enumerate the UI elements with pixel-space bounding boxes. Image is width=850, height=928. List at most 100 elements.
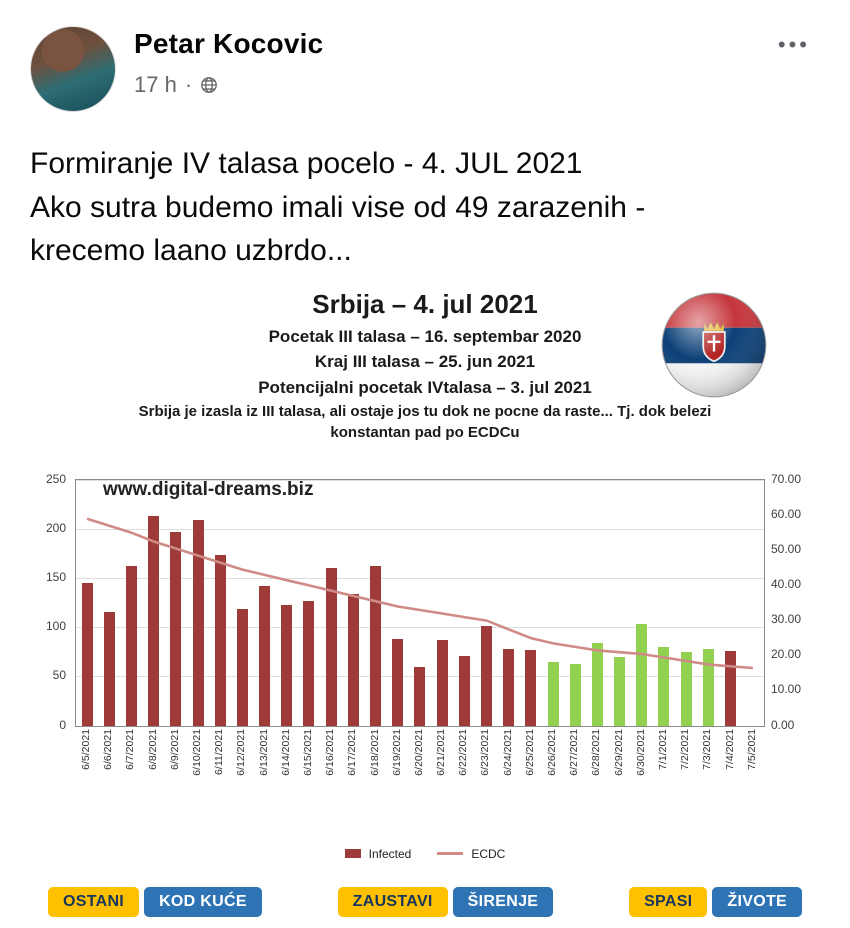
- x-tick-label: 6/15/2021: [301, 728, 314, 776]
- y-tick-right: 50.00: [771, 541, 802, 556]
- x-tick-label: 6/21/2021: [435, 728, 448, 776]
- bar-column: [187, 480, 209, 726]
- x-tick: 6/14/2021: [275, 729, 297, 809]
- x-tick: 6/8/2021: [142, 729, 164, 809]
- x-tick: 6/26/2021: [541, 729, 563, 809]
- bar-column: [675, 480, 697, 726]
- bar: [236, 609, 248, 726]
- y-tick-left: 100: [45, 619, 66, 634]
- bar-column: [409, 480, 431, 726]
- x-tick: 6/28/2021: [585, 729, 607, 809]
- bar: [436, 639, 448, 726]
- chart-header: Srbija – 4. jul 2021 Pocetak III talasa …: [0, 289, 850, 444]
- x-tick-label: 6/17/2021: [346, 728, 359, 776]
- timestamp[interactable]: 17 h: [134, 72, 177, 97]
- bar: [614, 656, 626, 726]
- bars: [76, 480, 764, 726]
- x-tick: 6/9/2021: [164, 729, 186, 809]
- bar-column: [387, 480, 409, 726]
- chart-subtitle: Pocetak III talasa – 16. septembar 2020 …: [258, 326, 592, 397]
- slogan-zivote: ŽIVOTE: [712, 886, 802, 917]
- x-tick: 7/3/2021: [696, 729, 718, 809]
- bar: [591, 642, 603, 726]
- bar-column: [453, 480, 475, 726]
- bar-column: [76, 480, 98, 726]
- chart-title: Srbija – 4. jul 2021: [312, 288, 538, 319]
- slogan-ostani: OSTANI: [48, 886, 140, 917]
- x-tick-label: 6/24/2021: [501, 728, 514, 776]
- avatar[interactable]: [30, 26, 116, 112]
- bar: [103, 612, 115, 726]
- x-tick-label: 6/11/2021: [213, 728, 226, 775]
- post-text-line: krecemo laano uzbrdo...: [30, 234, 352, 267]
- slogan-buttons: OSTANI KOD KUĆE ZAUSTAVI ŠIRENJE SPASI Ž…: [0, 886, 850, 917]
- bar: [458, 655, 470, 726]
- serbia-flag-icon: [660, 291, 768, 399]
- bar-column: [276, 480, 298, 726]
- x-tick-label: 6/6/2021: [102, 728, 115, 770]
- post-image[interactable]: Srbija – 4. jul 2021 Pocetak III talasa …: [0, 289, 850, 881]
- bar-column: [298, 480, 320, 726]
- slogan-spasi: SPASI: [629, 886, 708, 917]
- bar: [281, 604, 293, 726]
- slogan-group-ostani: OSTANI KOD KUĆE: [48, 886, 262, 917]
- x-tick-label: 6/30/2021: [634, 728, 647, 776]
- bar-column: [431, 480, 453, 726]
- bar-column: [254, 480, 276, 726]
- x-tick: 6/29/2021: [608, 729, 630, 809]
- x-tick: 7/5/2021: [741, 729, 763, 809]
- x-tick: 6/12/2021: [230, 729, 252, 809]
- bar-column: [209, 480, 231, 726]
- plot-area: [75, 478, 765, 727]
- author-name[interactable]: Petar Kocovic: [134, 28, 324, 59]
- y-tick-right: 30.00: [771, 612, 802, 627]
- x-tick: 6/27/2021: [563, 729, 585, 809]
- bar: [547, 661, 559, 726]
- bar-column: [564, 480, 586, 726]
- y-tick-right: 40.00: [771, 576, 802, 591]
- slogan-group-spasi: SPASI ŽIVOTE: [629, 886, 802, 917]
- post-header: Petar Kocovic 17 h · •••: [0, 0, 850, 112]
- x-tick-label: 6/26/2021: [546, 728, 559, 776]
- x-tick: 6/11/2021: [208, 729, 230, 809]
- bar-column: [742, 480, 764, 726]
- x-tick-label: 6/22/2021: [457, 728, 470, 776]
- bar-column: [697, 480, 719, 726]
- x-tick: 6/10/2021: [186, 729, 208, 809]
- slogan-kod-kuce: KOD KUĆE: [144, 886, 262, 917]
- bar: [658, 646, 670, 726]
- x-tick: 6/19/2021: [386, 729, 408, 809]
- slogan-sirenje: ŠIRENJE: [452, 886, 554, 917]
- bar-column: [342, 480, 364, 726]
- bar: [569, 663, 581, 726]
- y-tick-right: 20.00: [771, 647, 802, 662]
- y-tick-right: 10.00: [771, 682, 802, 697]
- y-tick-right: 0.00: [771, 717, 795, 732]
- x-tick-label: 6/5/2021: [80, 728, 93, 770]
- x-tick: 6/22/2021: [452, 729, 474, 809]
- watermark: www.digital-dreams.biz: [103, 478, 314, 500]
- x-tick-label: 6/20/2021: [412, 728, 425, 776]
- bar-column: [609, 480, 631, 726]
- x-tick-label: 7/5/2021: [745, 728, 758, 770]
- bar: [370, 566, 382, 726]
- bar-column: [231, 480, 253, 726]
- post-menu-button[interactable]: •••: [777, 32, 810, 57]
- slogan-zaustavi: ZAUSTAVI: [337, 886, 448, 917]
- bar: [725, 650, 737, 726]
- x-tick: 7/2/2021: [674, 729, 696, 809]
- x-tick-label: 6/27/2021: [568, 728, 581, 776]
- x-tick-label: 6/7/2021: [124, 728, 137, 770]
- x-tick-label: 7/2/2021: [679, 728, 692, 770]
- bar-column: [320, 480, 342, 726]
- bar: [503, 648, 515, 726]
- x-tick-label: 6/28/2021: [590, 728, 603, 776]
- bar-column: [165, 480, 187, 726]
- post-text: Formiranje IV talasa pocelo - 4. JUL 202…: [0, 142, 850, 273]
- post-text-line: Formiranje IV talasa pocelo - 4. JUL 202…: [30, 147, 583, 180]
- bar-column: [98, 480, 120, 726]
- legend-infected-swatch: [344, 849, 361, 858]
- x-tick: 7/1/2021: [652, 729, 674, 809]
- legend-ecdc-label: ECDC: [471, 846, 506, 861]
- bar: [214, 555, 226, 726]
